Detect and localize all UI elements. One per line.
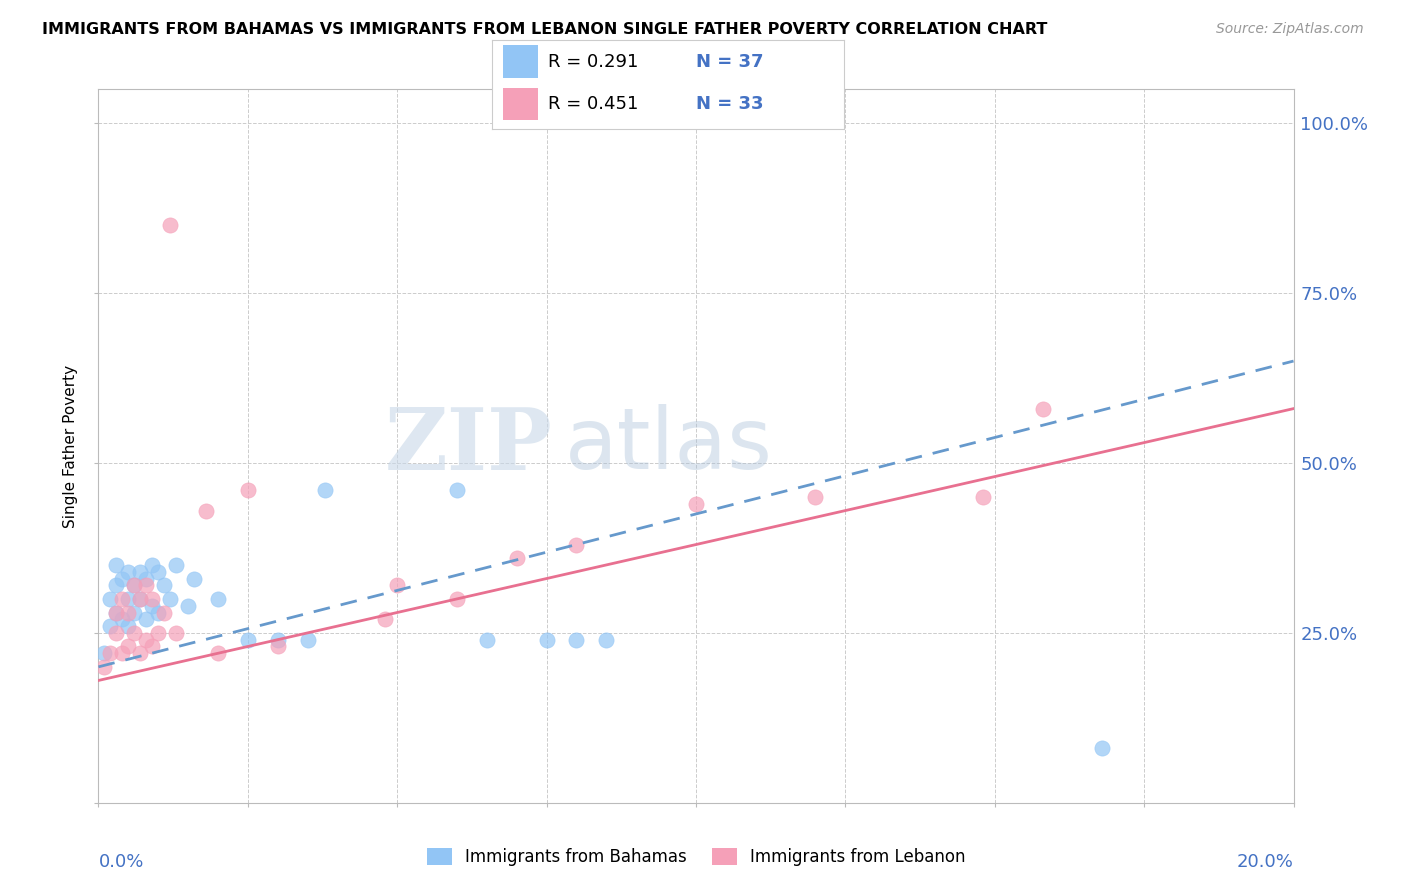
Point	[267, 632, 290, 647]
Bar	[503, 88, 537, 120]
Point	[124, 578, 146, 592]
Bar	[503, 45, 537, 78]
Point	[177, 599, 200, 613]
Point	[595, 632, 617, 647]
Point	[98, 646, 122, 660]
Text: atlas: atlas	[565, 404, 772, 488]
Point	[93, 646, 115, 660]
Point	[165, 558, 187, 572]
Text: N = 33: N = 33	[696, 95, 763, 113]
Point	[148, 606, 170, 620]
Point	[93, 660, 115, 674]
Point	[135, 572, 157, 586]
Point	[148, 565, 170, 579]
Point	[105, 606, 128, 620]
Point	[1091, 741, 1114, 756]
Point	[207, 646, 229, 660]
Point	[141, 599, 163, 613]
Point	[124, 578, 146, 592]
Point	[804, 490, 827, 504]
Point	[117, 640, 139, 654]
Point	[506, 551, 529, 566]
Point	[98, 591, 122, 606]
Point	[124, 606, 146, 620]
Point	[105, 606, 128, 620]
Point	[129, 646, 152, 660]
Point	[446, 483, 468, 498]
Point	[129, 591, 152, 606]
Point	[183, 572, 205, 586]
Point	[446, 591, 468, 606]
Point	[153, 578, 176, 592]
Point	[972, 490, 994, 504]
Legend: Immigrants from Bahamas, Immigrants from Lebanon: Immigrants from Bahamas, Immigrants from…	[426, 847, 966, 866]
Point	[159, 218, 181, 232]
Point	[195, 503, 218, 517]
Point	[475, 632, 498, 647]
Point	[135, 578, 157, 592]
Point	[685, 497, 707, 511]
Point	[105, 626, 128, 640]
Point	[111, 591, 134, 606]
Point	[385, 578, 409, 592]
Point	[1032, 401, 1054, 416]
Point	[267, 640, 290, 654]
Point	[141, 558, 163, 572]
Text: IMMIGRANTS FROM BAHAMAS VS IMMIGRANTS FROM LEBANON SINGLE FATHER POVERTY CORRELA: IMMIGRANTS FROM BAHAMAS VS IMMIGRANTS FR…	[42, 22, 1047, 37]
Point	[141, 640, 163, 654]
Point	[124, 626, 146, 640]
Point	[148, 626, 170, 640]
Text: ZIP: ZIP	[385, 404, 553, 488]
Point	[111, 572, 134, 586]
Point	[374, 612, 396, 626]
Point	[135, 632, 157, 647]
Point	[111, 646, 134, 660]
Point	[565, 632, 588, 647]
Point	[236, 483, 259, 498]
Text: R = 0.451: R = 0.451	[548, 95, 638, 113]
Point	[117, 606, 139, 620]
Point	[105, 558, 128, 572]
Point	[153, 606, 176, 620]
Point	[141, 591, 163, 606]
Point	[98, 619, 122, 633]
Y-axis label: Single Father Poverty: Single Father Poverty	[63, 365, 79, 527]
Point	[135, 612, 157, 626]
Text: 0.0%: 0.0%	[98, 853, 143, 871]
Point	[117, 619, 139, 633]
Text: N = 37: N = 37	[696, 53, 763, 70]
Point	[297, 632, 319, 647]
Point	[236, 632, 259, 647]
Point	[117, 565, 139, 579]
Text: Source: ZipAtlas.com: Source: ZipAtlas.com	[1216, 22, 1364, 37]
Text: 20.0%: 20.0%	[1237, 853, 1294, 871]
Point	[565, 537, 588, 551]
Point	[105, 578, 128, 592]
Point	[129, 591, 152, 606]
Point	[159, 591, 181, 606]
Point	[315, 483, 337, 498]
Point	[129, 565, 152, 579]
Text: R = 0.291: R = 0.291	[548, 53, 638, 70]
Point	[165, 626, 187, 640]
Point	[536, 632, 558, 647]
Point	[207, 591, 229, 606]
Point	[111, 612, 134, 626]
Point	[117, 591, 139, 606]
